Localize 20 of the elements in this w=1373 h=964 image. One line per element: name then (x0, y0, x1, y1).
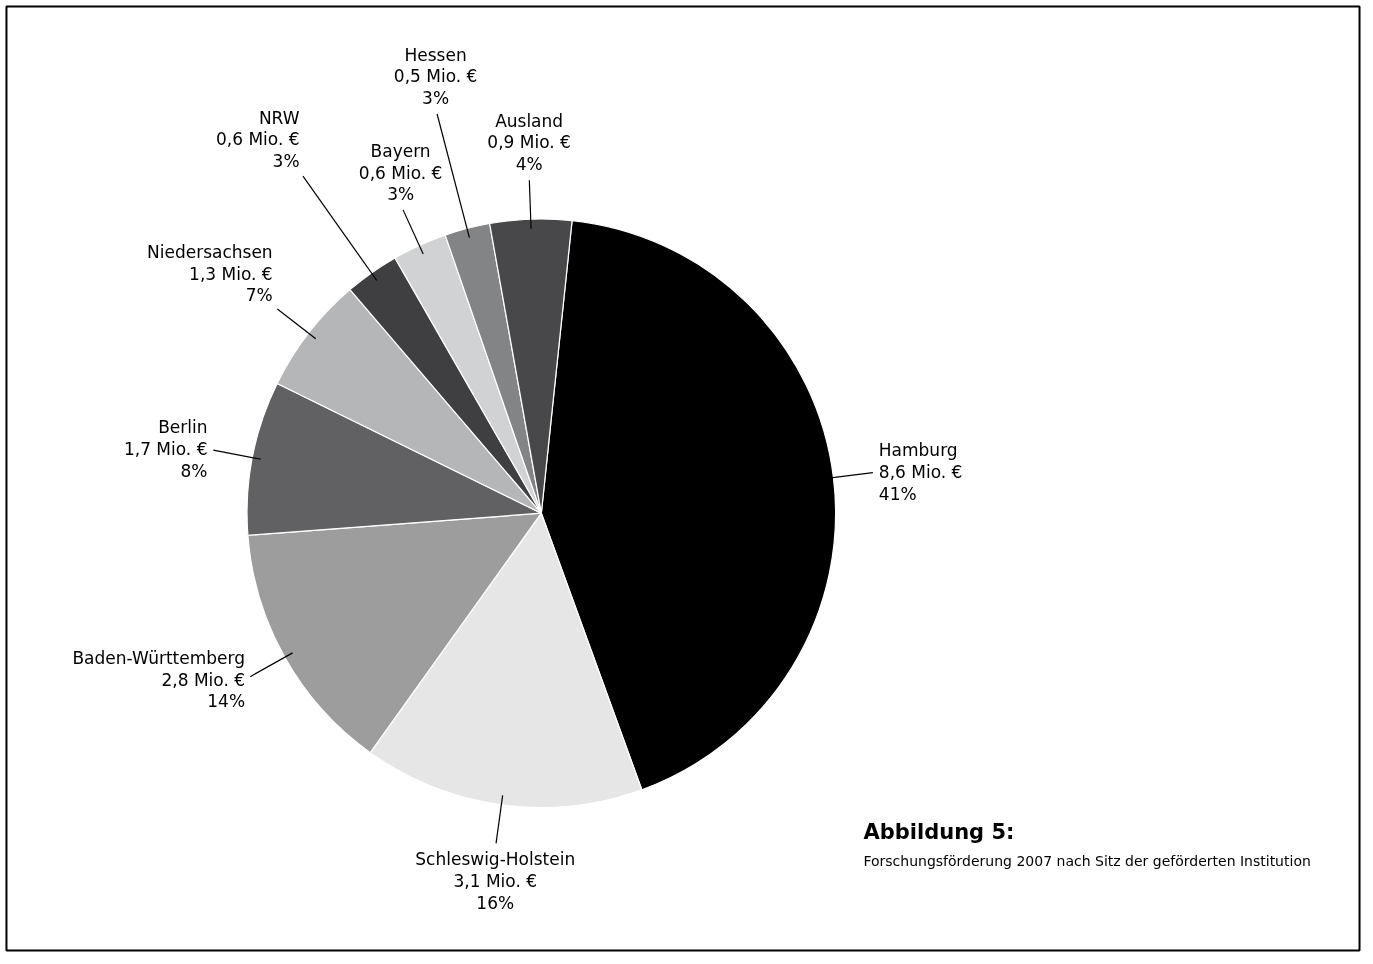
data-label: 2,8 Mio. € 14% (161, 669, 246, 712)
data-label: 1,3 Mio. € 7% (189, 263, 273, 306)
data-label: 0,5 Mio. € 3% (393, 66, 478, 109)
slice-label: Bayern (370, 140, 431, 161)
slice-label: NRW (258, 107, 300, 128)
text: Forschungsförderung 2007 nach Sitz der geförderten Institution (863, 853, 1311, 870)
data-label: 3,1 Mio. € 16% (453, 871, 538, 913)
slice-label: Berlin (158, 417, 208, 438)
slice-label: Schleswig-Holstein (415, 849, 576, 870)
text: Abbildung 5: (863, 819, 1015, 844)
slice-label: Baden-Württemberg (72, 647, 246, 668)
slice-label: Niedersachsen (147, 241, 273, 262)
data-label: 0,6 Mio. € 3% (358, 162, 443, 205)
data-label: 0,6 Mio. € 3% (215, 129, 300, 172)
slice-label: Hamburg (878, 440, 958, 461)
slice-label: Hessen (404, 44, 467, 65)
data-label: 1,7 Mio. € 8% (123, 438, 208, 481)
data-label: 0,9 Mio. € 4% (487, 132, 571, 175)
data-label: 8,6 Mio. € 41% (878, 461, 963, 504)
slice-label: Ausland (495, 110, 564, 131)
